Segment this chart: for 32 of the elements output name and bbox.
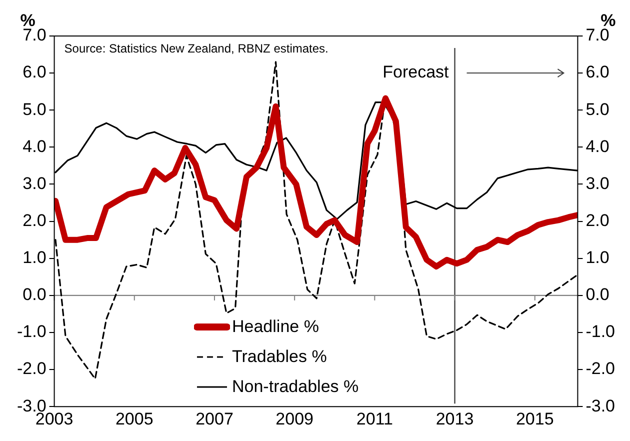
annotation: Source: Statistics New Zealand, RBNZ estimates. <box>64 41 328 56</box>
legend-label: Tradables % <box>232 347 327 367</box>
ref-line-label: Forecast <box>382 62 450 82</box>
y2-tick-label: -1.0 <box>586 322 616 342</box>
x-tick-label: 2007 <box>196 409 234 428</box>
y2-tick-label: 6.0 <box>586 62 610 82</box>
x-tick-label: 2011 <box>356 409 393 428</box>
y2-tick-label: 4.0 <box>586 136 610 156</box>
x-tick-label: 2009 <box>276 409 314 428</box>
x-tick-label: 2015 <box>516 409 554 428</box>
y-tick-label: -2.0 <box>16 359 46 378</box>
y2-tick-label: 3.0 <box>586 174 610 193</box>
y-tick-label: 7.0 <box>22 26 46 45</box>
y-tick-label: 3.0 <box>22 174 46 193</box>
y-tick-label: 2.0 <box>22 210 46 230</box>
y2-tick-label: 0.0 <box>586 285 610 304</box>
y2-tick-label: -2.0 <box>586 359 616 378</box>
y2-tick-label: -3.0 <box>586 396 616 416</box>
y-tick-label: 0.0 <box>22 285 46 304</box>
y2-tick-label: 7.0 <box>586 26 610 45</box>
x-tick-label: 2013 <box>436 409 474 428</box>
y2-tick-label: 5.0 <box>586 100 610 119</box>
y-tick-label: -1.0 <box>16 322 46 342</box>
y-tick-label: 6.0 <box>22 62 46 82</box>
legend-label: Headline % <box>232 317 319 337</box>
y-tick-label: 4.0 <box>22 136 46 156</box>
legend-label: Non-tradables % <box>232 377 359 397</box>
y-tick-label: 1.0 <box>22 248 46 268</box>
y2-tick-label: 2.0 <box>586 210 610 230</box>
x-tick-label: 2005 <box>115 409 154 428</box>
y-tick-label: 5.0 <box>22 100 46 119</box>
y2-tick-label: 1.0 <box>586 248 610 268</box>
